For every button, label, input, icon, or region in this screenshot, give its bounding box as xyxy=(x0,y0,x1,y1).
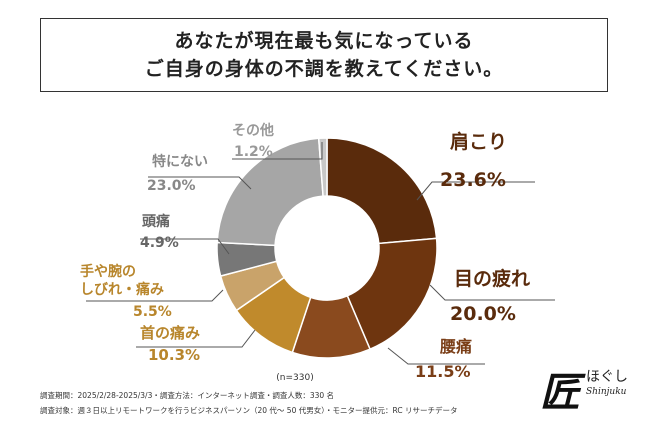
leader-line-4 xyxy=(86,289,224,302)
leader-line-0 xyxy=(416,181,535,201)
leader-line-5 xyxy=(140,238,230,255)
slice-value-6: 23.0% xyxy=(147,178,196,194)
logo-kanji: 匠 xyxy=(540,369,580,416)
slice-7 xyxy=(317,137,328,197)
slice-value-5: 4.9% xyxy=(140,235,179,251)
slice-label-4: しびれ・痛み xyxy=(80,281,164,298)
slice-value-2: 11.5% xyxy=(415,362,471,381)
slice-1 xyxy=(346,237,438,351)
slice-0 xyxy=(326,137,438,245)
slice-label-0: 肩こり xyxy=(450,130,507,153)
slice-value-0: 23.6% xyxy=(440,169,506,191)
chart-title-line2: ご自身の身体の不調を教えてください。 xyxy=(144,58,504,80)
slice-value-3: 10.3% xyxy=(148,346,200,364)
survey-period-note: 調査期間：2025/2/28-2025/3/3・調査方法：インターネット調査・調… xyxy=(40,391,335,400)
logo-en: Shinjuku xyxy=(586,387,627,397)
slice-label-6: 特にない xyxy=(152,153,208,170)
leader-line-2 xyxy=(387,347,485,365)
slice-label-5: 頭痛 xyxy=(142,213,170,230)
slice-value-4: 5.5% xyxy=(133,304,172,320)
slice-label-1: 目の疲れ xyxy=(454,267,530,290)
slice-label-4: 手や腕の xyxy=(80,263,136,280)
slice-6 xyxy=(216,137,324,247)
leader-line-7 xyxy=(232,142,323,160)
sample-size-label: (n=330) xyxy=(276,373,313,383)
brand-logo: 匠 ほぐし Shinjuku xyxy=(540,360,630,416)
slice-label-3: 首の痛み xyxy=(140,324,200,342)
slice-value-7: 1.2% xyxy=(234,144,273,160)
chart-title-line1: あなたが現在最も気になっている xyxy=(174,30,474,52)
slice-label-2: 腰痛 xyxy=(440,337,472,356)
logo-kana: ほぐし xyxy=(586,369,628,385)
slice-value-1: 20.0% xyxy=(450,303,516,325)
chart-title-box: あなたが現在最も気になっている ご自身の身体の不調を教えてください。 xyxy=(40,18,608,92)
slice-label-7: その他 xyxy=(232,122,274,139)
survey-target-note: 調査対象：週３日以上リモートワークを行うビジネスパーソン（20 代〜 50 代男… xyxy=(40,406,458,415)
leader-line-3 xyxy=(136,329,256,348)
leader-line-1 xyxy=(429,284,555,301)
leader-line-6 xyxy=(148,176,252,190)
